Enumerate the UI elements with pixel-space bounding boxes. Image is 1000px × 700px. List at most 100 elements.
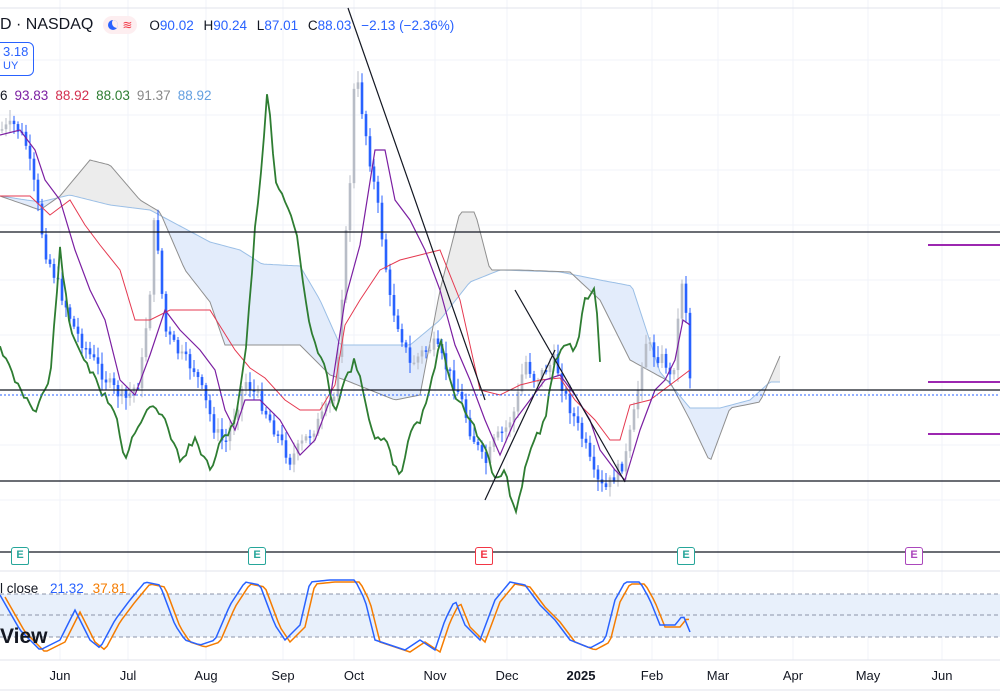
earnings-event-2[interactable]: E xyxy=(475,547,493,565)
candle-body xyxy=(484,451,488,463)
candle-body xyxy=(688,312,692,379)
x-axis-label-feb: Feb xyxy=(640,668,664,683)
candle-body xyxy=(300,440,304,444)
candle-body xyxy=(536,380,540,383)
candle-body xyxy=(248,382,252,391)
cloud-segment xyxy=(696,408,699,439)
candle-body xyxy=(624,451,628,472)
buy-label: UY xyxy=(3,60,19,72)
candle-body xyxy=(604,483,608,488)
cloud-segment xyxy=(132,190,135,209)
candle-body xyxy=(636,389,640,410)
earnings-event-3[interactable]: E xyxy=(677,547,695,565)
candle-body xyxy=(8,120,12,125)
candle-body xyxy=(532,373,536,382)
legend-value-4: 91.37 xyxy=(136,88,171,103)
kijun-line xyxy=(0,195,691,441)
cloud-segment xyxy=(195,234,198,287)
x-axis-label-jul: Jul xyxy=(119,668,137,683)
cloud-segment xyxy=(72,178,75,197)
candle-body xyxy=(244,382,248,389)
stoch-k-value: 21.32 xyxy=(50,581,84,596)
x-axis-label-sep: Sep xyxy=(271,668,295,683)
cloud-segment xyxy=(210,242,213,311)
candle-body xyxy=(16,124,20,132)
candle-body xyxy=(576,416,580,423)
stoch-d-value: 37.81 xyxy=(92,581,127,596)
candle-body xyxy=(452,370,456,390)
cloud-segment xyxy=(117,173,120,207)
candle-body xyxy=(160,250,164,294)
candle-body xyxy=(332,396,336,402)
candle-body xyxy=(456,389,460,392)
candle-body xyxy=(120,390,124,397)
candle-body xyxy=(468,417,472,437)
candle-body xyxy=(200,377,204,386)
cloud-segment xyxy=(33,200,36,209)
candle-body xyxy=(228,427,232,442)
candle-body xyxy=(96,357,100,364)
x-axis-label-oct: Oct xyxy=(343,668,365,683)
symbol-title[interactable]: D · NASDAQ xyxy=(0,16,94,33)
candle-body xyxy=(368,136,372,167)
cloud-segment xyxy=(108,164,111,206)
cloud-segment xyxy=(462,212,465,293)
candle-body xyxy=(380,202,384,240)
cloud-segment xyxy=(318,296,321,366)
candle-body xyxy=(240,388,244,410)
candle-body xyxy=(584,438,588,443)
cloud-segment xyxy=(597,279,600,300)
cloud-segment xyxy=(135,194,138,209)
cloud-segment xyxy=(93,160,96,202)
candle-body xyxy=(556,354,560,374)
cloud-segment xyxy=(369,345,372,391)
earnings-event-4[interactable]: E xyxy=(905,547,923,565)
candle-body xyxy=(568,393,572,414)
candle-body xyxy=(608,477,612,488)
candle-body xyxy=(520,374,524,392)
candle-body xyxy=(432,338,436,350)
cloud-segment xyxy=(261,263,264,345)
cloud-segment xyxy=(165,218,168,231)
earnings-event-1[interactable]: E xyxy=(248,547,266,565)
cloud-segment xyxy=(321,302,324,369)
cloud-segment xyxy=(240,250,243,345)
candle-body xyxy=(360,82,364,115)
candle-body xyxy=(348,183,352,231)
legend-value-2: 88.92 xyxy=(55,88,90,103)
candle-body xyxy=(504,427,508,432)
candle-body xyxy=(260,391,264,411)
cloud-segment xyxy=(66,185,69,196)
trendline xyxy=(347,7,486,401)
cloud-segment xyxy=(84,163,87,200)
cloud-segment xyxy=(654,353,657,375)
cloud-segment xyxy=(75,174,78,197)
candle-body xyxy=(396,315,400,330)
session-pill[interactable]: ≋ xyxy=(103,16,138,34)
cloud-segment xyxy=(600,280,603,306)
cloud-segment xyxy=(747,400,750,405)
candle-body xyxy=(72,318,76,327)
candle-body xyxy=(224,440,228,442)
candle-body xyxy=(216,429,220,433)
candle-body xyxy=(192,368,196,373)
cloud-segment xyxy=(282,265,285,345)
candle-body xyxy=(288,457,292,465)
cloud-segment xyxy=(234,248,237,345)
candle-body xyxy=(672,370,676,375)
cloud-segment xyxy=(579,275,582,284)
cloud-segment xyxy=(267,264,270,345)
earnings-event-0[interactable]: E xyxy=(11,547,29,565)
candle-body xyxy=(612,477,616,482)
cloud-segment xyxy=(129,187,132,208)
cloud-segment xyxy=(300,266,303,348)
candle-body xyxy=(552,354,556,365)
x-axis-label-jun: Jun xyxy=(931,668,953,683)
candle-body xyxy=(304,436,308,441)
cloud-segment xyxy=(222,245,225,345)
cloud-segment xyxy=(120,176,123,207)
candle-body xyxy=(140,357,144,389)
buy-button[interactable]: 3.18 UY xyxy=(0,42,34,76)
candle-body xyxy=(60,278,64,301)
